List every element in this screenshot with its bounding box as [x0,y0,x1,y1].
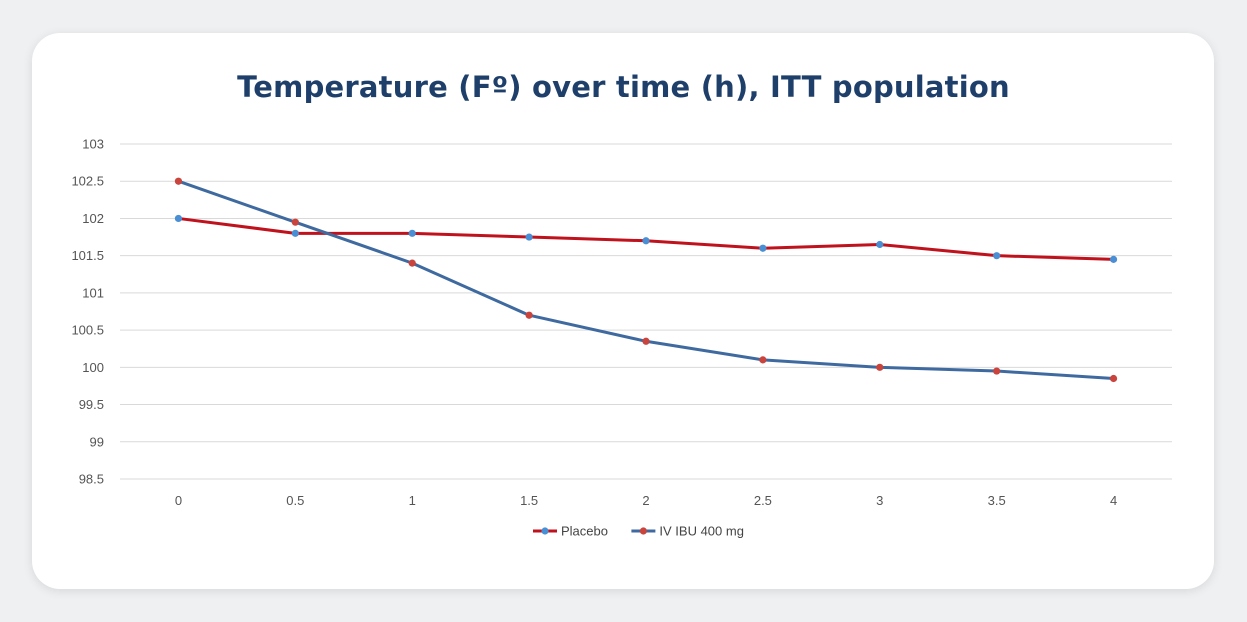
x-tick-label: 0.5 [286,493,304,508]
chart-card [32,33,1214,589]
chart-title: Temperature (Fº) over time (h), ITT popu… [237,70,1010,104]
y-tick-label: 99.5 [79,397,104,412]
data-point [876,240,884,249]
x-tick-label: 3 [876,493,883,508]
legend-label: Placebo [561,524,608,539]
data-point [291,229,299,237]
data-point [759,244,767,252]
x-tick-label: 2 [642,493,649,508]
x-tick-label: 3.5 [988,493,1006,508]
data-point [876,363,884,371]
y-tick-label: 103 [82,137,104,152]
x-tick-label: 1.5 [520,493,538,508]
data-point [174,177,183,185]
y-tick-label: 100.5 [71,323,104,338]
legend-swatch-marker [639,527,648,535]
data-point [1109,374,1118,383]
data-point [1109,255,1118,263]
data-point [525,233,533,241]
legend-swatch-marker [541,527,549,535]
data-point [408,229,416,237]
y-tick-label: 102.5 [71,174,104,189]
y-tick-label: 101 [82,285,104,300]
data-point [525,311,533,319]
y-tick-label: 99 [90,434,104,449]
x-tick-label: 4 [1110,493,1117,508]
y-tick-label: 98.5 [79,472,104,487]
legend-label: IV IBU 400 mg [659,524,744,539]
data-point [174,214,183,223]
data-point [291,218,299,226]
y-tick-label: 100 [82,360,104,375]
x-tick-label: 2.5 [754,493,772,508]
data-point [642,337,650,345]
series-line-2 [176,179,1116,380]
data-point [408,259,416,267]
data-point [993,252,1001,260]
y-tick-label: 102 [82,211,104,226]
data-point [759,356,767,364]
y-tick-label: 101.5 [71,248,104,263]
x-tick-label: 1 [409,493,416,508]
x-tick-label: 0 [175,493,182,508]
data-point [642,237,650,245]
data-point [993,367,1001,375]
